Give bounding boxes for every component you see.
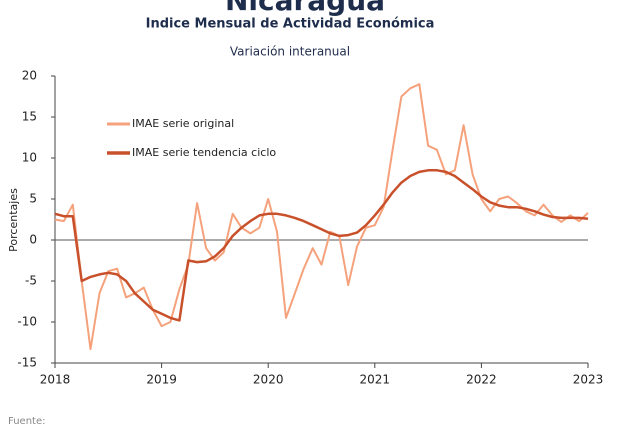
chart-title: Nicaragua — [225, 0, 385, 17]
y-tick-label: -15 — [17, 356, 37, 370]
x-tick-label: 2022 — [466, 373, 497, 387]
legend-box — [92, 108, 310, 170]
legend-label: IMAE serie original — [132, 117, 234, 130]
chart-subtitle: Variación interanual — [230, 45, 350, 59]
x-tick-label: 2023 — [573, 373, 604, 387]
y-tick-label: -5 — [25, 274, 37, 288]
y-tick-label: 20 — [22, 69, 37, 83]
source: Fuente: — [8, 416, 45, 424]
x-tick-label: 2021 — [360, 373, 391, 387]
x-tick-label: 2020 — [253, 373, 284, 387]
chart-subtitle: Indice Mensual de Actividad Económica — [146, 17, 435, 32]
y-tick-label: 0 — [29, 233, 37, 247]
x-tick-label: 2018 — [40, 373, 71, 387]
y-tick-label: 10 — [22, 151, 37, 165]
y-tick-label: -10 — [17, 315, 37, 329]
y-tick-label: 5 — [29, 192, 37, 206]
x-tick-label: 2019 — [146, 373, 177, 387]
legend-label: IMAE serie tendencia ciclo — [132, 146, 276, 159]
line-series — [54, 169, 589, 322]
y-tick-label: 15 — [22, 110, 37, 124]
y-axis-label: Porcentajes — [7, 188, 20, 252]
line-series — [54, 83, 589, 351]
